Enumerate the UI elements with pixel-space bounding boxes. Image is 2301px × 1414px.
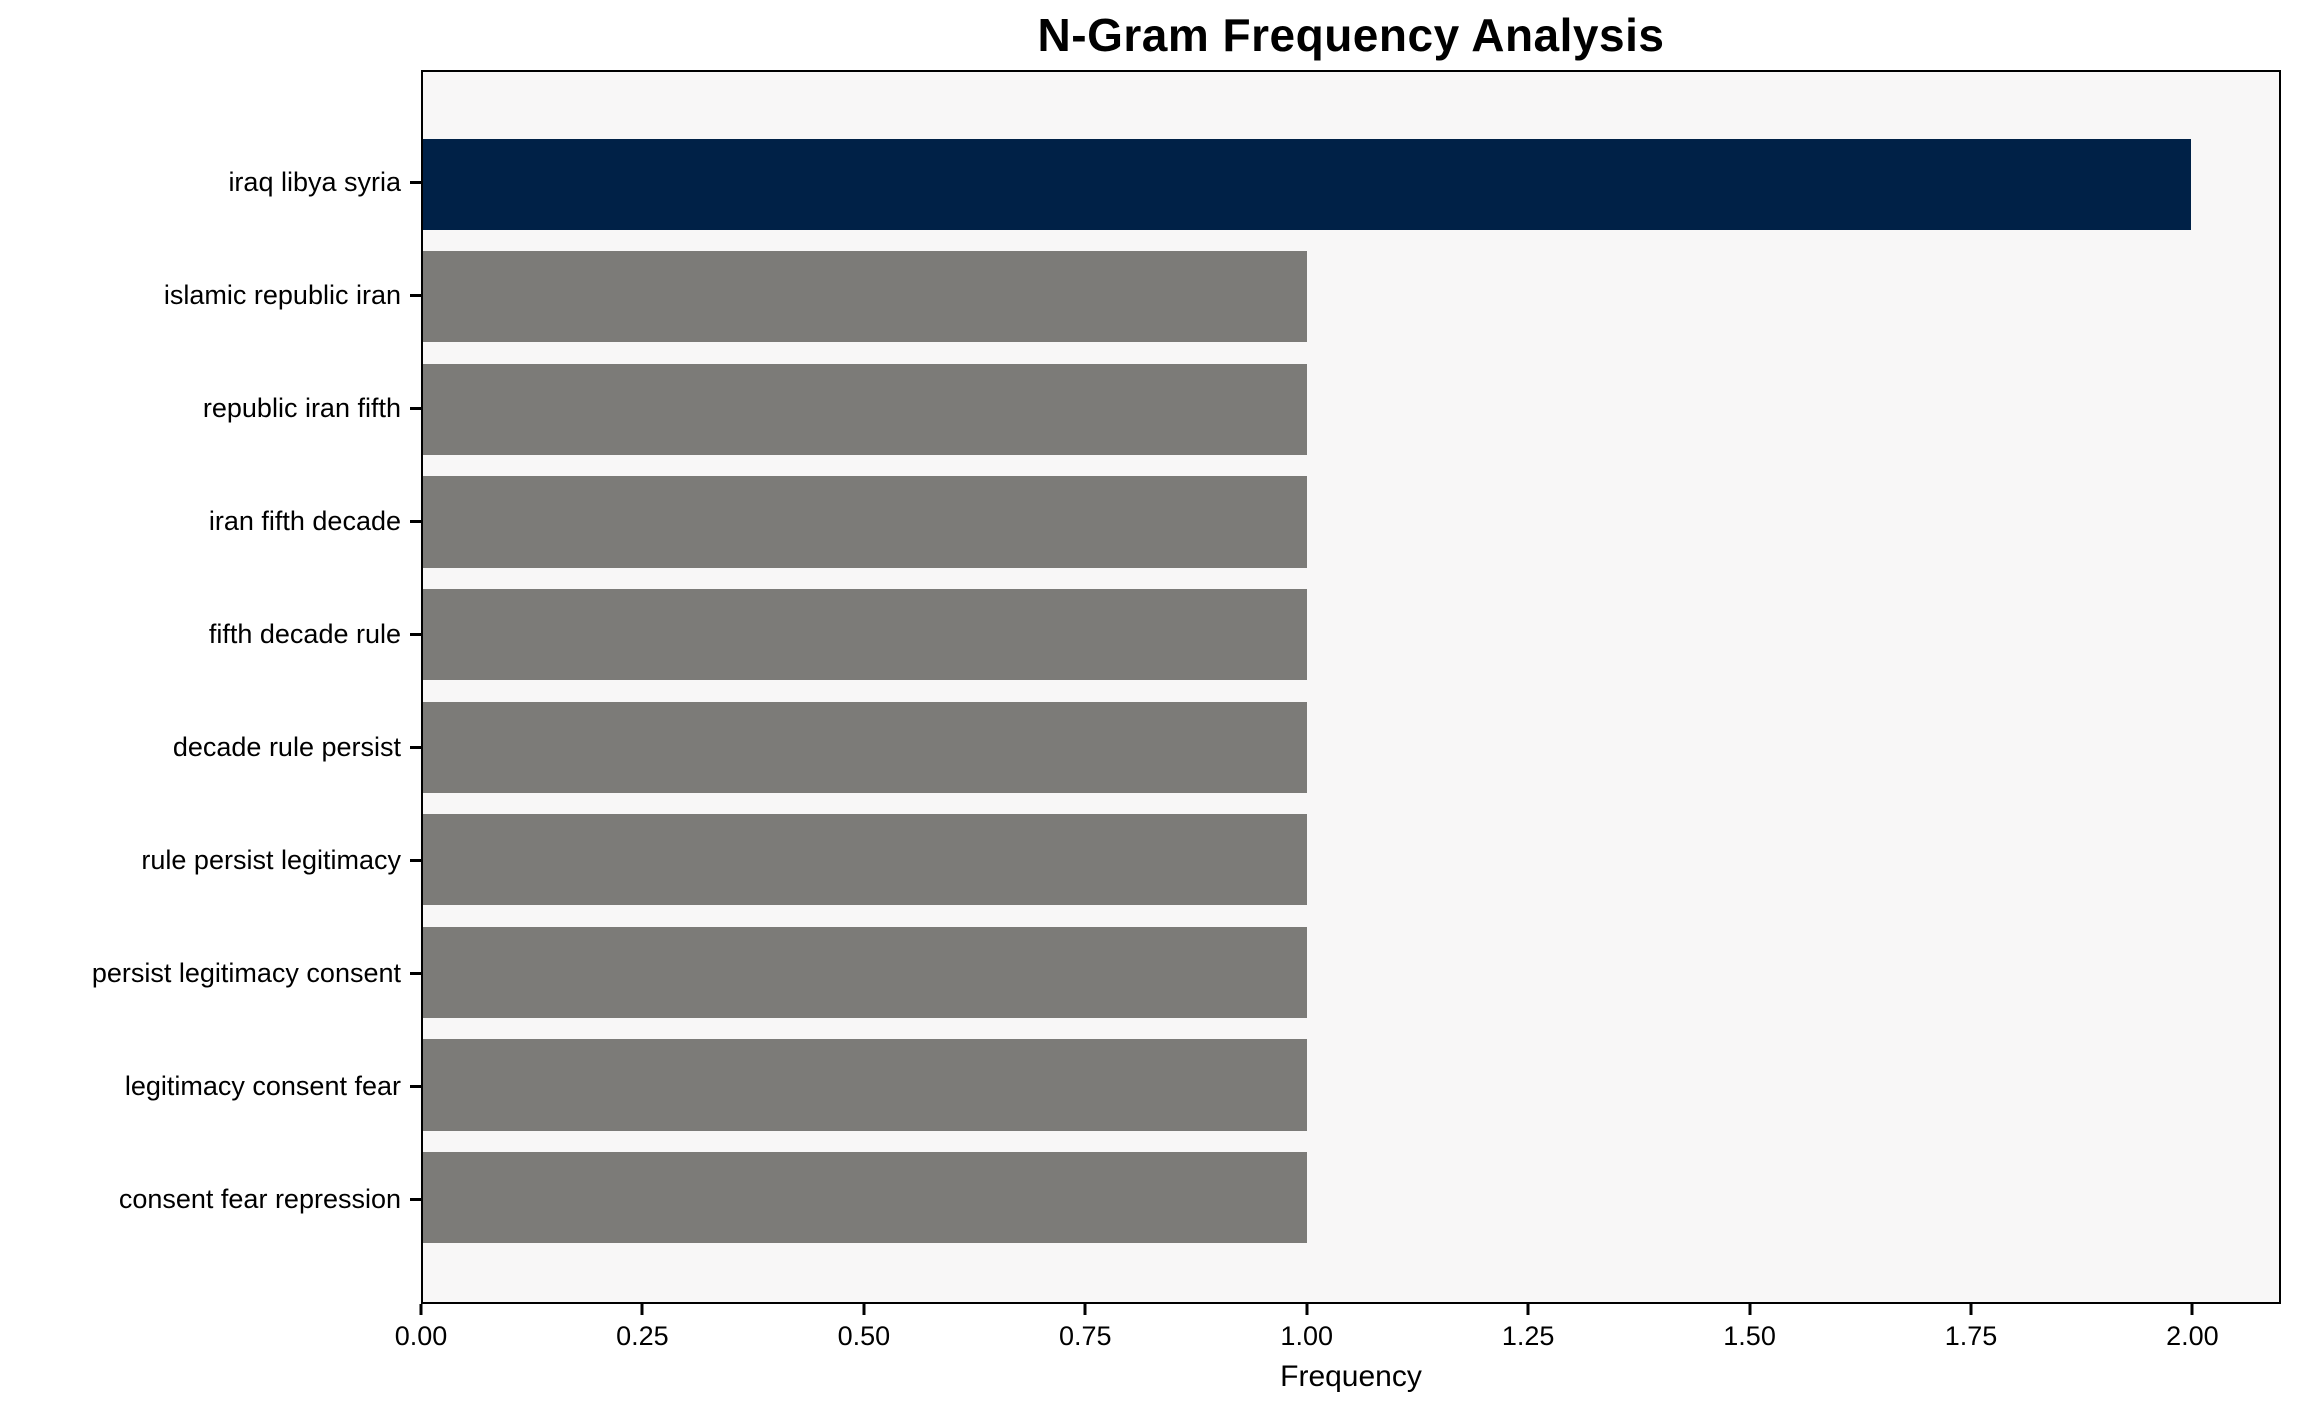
y-axis-row: decade rule persist xyxy=(0,691,421,804)
y-tick-mark xyxy=(410,1085,421,1088)
bar-row xyxy=(423,128,2279,241)
bar-row xyxy=(423,804,2279,917)
y-axis-label: legitimacy consent fear xyxy=(124,1071,401,1101)
y-axis-label: persist legitimacy consent xyxy=(91,958,401,988)
y-axis-label: rule persist legitimacy xyxy=(141,845,401,875)
x-tick-label: 0.00 xyxy=(394,1321,448,1351)
x-tick-label: 0.25 xyxy=(616,1321,669,1351)
x-tick-mark xyxy=(862,1304,866,1315)
bars-container xyxy=(423,72,2279,1302)
bar-fifth-decade-rule xyxy=(423,589,1307,681)
bar-persist-legitimacy-consent xyxy=(423,926,1307,1019)
y-tick-mark xyxy=(410,972,421,975)
y-axis-row: iraq libya syria xyxy=(0,126,421,239)
y-tick-mark xyxy=(410,294,421,297)
y-tick-mark xyxy=(410,520,421,523)
bar-row xyxy=(423,691,2279,804)
bar-rule-persist-legitimacy xyxy=(423,814,1307,906)
x-axis: 0.00 0.25 0.50 0.75 1.00 1.25 1.50 1.75 2.00 xyxy=(395,1304,2281,1364)
x-tick-mark xyxy=(1083,1304,1087,1315)
y-axis-row: persist legitimacy consent xyxy=(0,917,421,1030)
bar-row xyxy=(423,916,2279,1029)
y-axis-label: iran fifth decade xyxy=(208,506,401,536)
x-tick-mark xyxy=(1305,1304,1309,1315)
bar-iraq-libya-syria xyxy=(423,138,2191,230)
x-tick-mark xyxy=(1748,1304,1752,1315)
y-axis-row: fifth decade rule xyxy=(0,578,421,691)
x-tick-mark xyxy=(2190,1304,2194,1315)
y-axis-label: decade rule persist xyxy=(172,732,401,762)
y-tick-mark xyxy=(410,859,421,862)
y-axis: iraq libya syria islamic republic iran rep… xyxy=(0,70,421,1304)
x-tick-mark xyxy=(640,1304,644,1315)
x-tick-label: 0.50 xyxy=(837,1321,891,1351)
y-tick-mark xyxy=(410,746,421,749)
bar-row xyxy=(423,353,2279,466)
bar-row xyxy=(423,1029,2279,1142)
plot-area xyxy=(421,70,2281,1304)
x-tick-label: 2.00 xyxy=(2166,1321,2219,1351)
bar-legitimacy-consent-fear xyxy=(423,1039,1307,1131)
y-axis-row: rule persist legitimacy xyxy=(0,804,421,917)
bar-row xyxy=(423,241,2279,354)
bar-row xyxy=(423,578,2279,691)
x-tick-label: 0.75 xyxy=(1059,1321,1112,1351)
bar-consent-fear-repression xyxy=(423,1152,1307,1244)
bar-iran-fifth-decade xyxy=(423,476,1307,568)
x-tick-mark xyxy=(1969,1304,1973,1315)
x-tick-label: 1.00 xyxy=(1280,1321,1333,1351)
x-tick-label: 1.50 xyxy=(1723,1321,1776,1351)
bar-islamic-republic-iran xyxy=(423,251,1307,343)
y-axis-label: iraq libya syria xyxy=(228,167,401,197)
x-tick-label: 1.75 xyxy=(1944,1321,1998,1351)
y-tick-mark xyxy=(410,633,421,636)
y-axis-row: islamic republic iran xyxy=(0,239,421,352)
y-axis-label: republic iran fifth xyxy=(202,393,401,423)
y-axis-row: iran fifth decade xyxy=(0,465,421,578)
x-tick-label: 1.25 xyxy=(1501,1321,1555,1351)
y-axis-label: consent fear repression xyxy=(118,1184,401,1214)
x-tick-mark xyxy=(419,1304,423,1315)
y-axis-row: legitimacy consent fear xyxy=(0,1030,421,1143)
bar-row xyxy=(423,466,2279,579)
y-axis-label: islamic republic iran xyxy=(163,280,401,310)
bar-republic-iran-fifth xyxy=(423,363,1307,456)
y-axis-label: fifth decade rule xyxy=(208,619,401,649)
y-tick-mark xyxy=(410,1198,421,1201)
x-tick-mark xyxy=(1526,1304,1530,1315)
x-axis-title: Frequency xyxy=(1280,1360,1422,1393)
bar-decade-rule-persist xyxy=(423,701,1307,793)
y-tick-mark xyxy=(410,407,421,410)
y-tick-mark xyxy=(410,181,421,184)
y-axis-row: republic iran fifth xyxy=(0,352,421,465)
chart-title: N-Gram Frequency Analysis xyxy=(1037,9,1665,61)
y-axis-row: consent fear repression xyxy=(0,1143,421,1256)
bar-row xyxy=(423,1141,2279,1254)
